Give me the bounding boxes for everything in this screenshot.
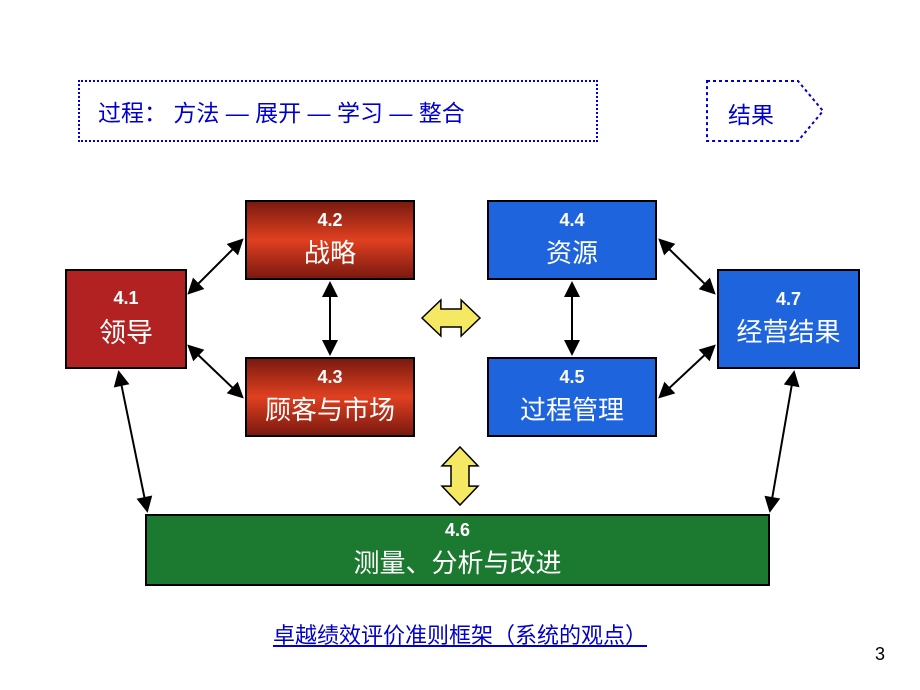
- node-num: 4.4: [559, 210, 584, 231]
- node-label: 经营结果: [736, 312, 840, 349]
- node-label: 领导: [99, 311, 153, 350]
- node-strategy: 4.2 战略: [245, 200, 415, 280]
- node-num: 4.7: [776, 289, 801, 310]
- diagram-container: 过程： 方法 — 展开 — 学习 — 整合 结果 4.1 领导 4.2 战略 4…: [0, 0, 920, 690]
- node-label: 战略: [304, 233, 356, 270]
- node-leadership: 4.1 领导: [65, 269, 187, 369]
- node-num: 4.1: [113, 288, 138, 309]
- footer-title: 卓越绩效评价准则框架（系统的观点）: [0, 618, 920, 650]
- node-num: 4.5: [559, 367, 584, 388]
- node-num: 4.6: [445, 520, 470, 541]
- node-label: 测量、分析与改进: [353, 543, 561, 580]
- node-label: 过程管理: [520, 390, 624, 427]
- node-num: 4.2: [317, 210, 342, 231]
- node-resources: 4.4 资源: [487, 200, 657, 280]
- node-business-results: 4.7 经营结果: [717, 269, 860, 369]
- footer-title-text: 卓越绩效评价准则框架（系统的观点）: [273, 623, 647, 648]
- node-label: 资源: [546, 233, 598, 270]
- node-customer-market: 4.3 顾客与市场: [245, 357, 415, 437]
- node-measurement-analysis: 4.6 测量、分析与改进: [145, 514, 770, 586]
- node-label: 顾客与市场: [265, 390, 395, 427]
- node-process-mgmt: 4.5 过程管理: [487, 357, 657, 437]
- node-num: 4.3: [317, 367, 342, 388]
- page-number: 3: [875, 644, 885, 665]
